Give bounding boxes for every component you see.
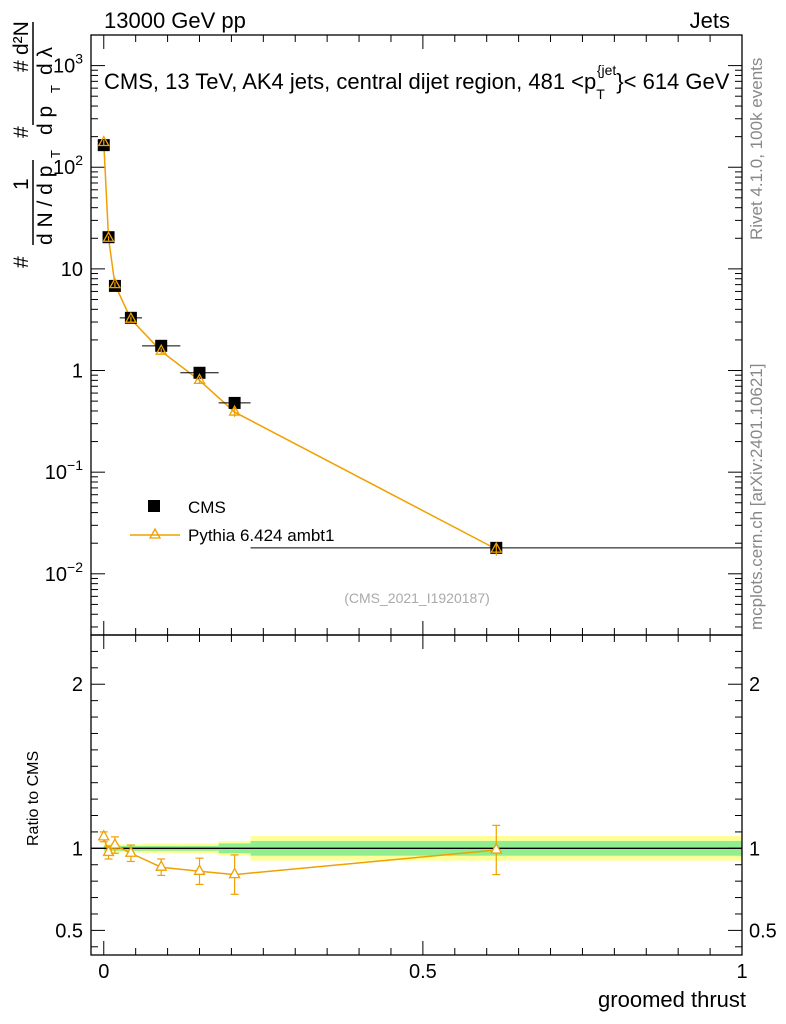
ylabel-dp-dl: d p [34, 106, 57, 135]
pythia-point [97, 135, 110, 147]
ratio-pythia-point [108, 837, 122, 849]
header-right: Jets [690, 8, 730, 33]
main-ytick-base: 10 [45, 462, 67, 484]
legend-pythia-label: Pythia 6.424 ambt1 [188, 526, 334, 545]
plot-title: CMS, 13 TeV, AK4 jets, central dijet reg… [104, 62, 730, 102]
ratio-plot-frame: 0 0.5 10.5 0.51 12 2 [55, 634, 777, 983]
ratio-ytick-label-right-2: 2 [749, 674, 760, 696]
plot-title-main: CMS, 13 TeV, AK4 jets, central dijet reg… [104, 69, 596, 94]
xlabel: groomed thrust [598, 987, 746, 1012]
ratio-pythia-point [155, 859, 168, 871]
ratio-pythia-point [490, 842, 503, 854]
ylabel-dl: d λ [34, 46, 57, 75]
ratio-ytick-label-left-0: 0.5 [55, 920, 83, 942]
ylabel-hash-3: # [10, 60, 33, 72]
ratio-ytick-label-right-1: 1 [749, 838, 760, 860]
main-ytick-label-4: 102 [53, 152, 83, 179]
ratio-pythia-point [124, 845, 137, 857]
mcplots-label: mcplots.cern.ch [arXiv:2401.10621] [747, 364, 766, 630]
plot-title-end: }< 614 GeV [616, 69, 729, 94]
xtick-label-1: 0.5 [409, 961, 437, 983]
legend-cms-marker [148, 500, 160, 512]
header-left: 13000 GeV pp [104, 8, 246, 33]
main-ytick-base: 10 [45, 564, 67, 586]
main-ytick-label-0: 10−2 [45, 559, 83, 586]
pythia-point [193, 373, 206, 385]
ratio-pythia-point [193, 863, 206, 875]
ylabel-dn-dp-T: T [48, 150, 63, 158]
pythia-point [490, 541, 503, 553]
pythia-point [124, 311, 137, 323]
ylabel-hash-2: # [10, 126, 33, 138]
ratio-plot-series [97, 824, 503, 895]
ratio-pythia-point [228, 867, 241, 879]
rivet-label: Rivet 4.1.0, 100k events [747, 58, 766, 240]
main-frame-box [90, 34, 743, 636]
main-ytick-exp: −1 [67, 457, 83, 473]
main-ytick-base: 10 [53, 157, 75, 179]
ratio-ytick-label-right-0: 0.5 [749, 920, 777, 942]
legend: CMS Pythia 6.424 ambt1 [130, 498, 334, 545]
ratio-ylabel: Ratio to CMS [25, 751, 42, 846]
main-plot-series [97, 135, 742, 556]
main-ytick-base: 10 [53, 56, 75, 78]
pythia-point [228, 404, 241, 416]
ratio-pythia-point [97, 829, 110, 841]
pythia-point [102, 230, 115, 242]
main-ytick-label-1: 10−1 [45, 457, 83, 484]
main-ytick-label-3: 10 [61, 259, 83, 281]
ylabel-one: 1 [10, 178, 33, 190]
pythia-point [108, 277, 122, 289]
ylabel-dp-dl-T: T [48, 85, 63, 93]
pythia-point [155, 343, 168, 355]
ylabel-dn-dp: d N / d p [34, 166, 57, 245]
plot-title-sup: {jet [597, 62, 617, 78]
main-ytick-exp: 2 [75, 152, 83, 168]
legend-pythia-marker [148, 527, 162, 539]
cms-point [193, 366, 206, 379]
ylabel-hash-1: # [10, 256, 33, 268]
main-ytick-exp: −2 [67, 559, 83, 575]
legend-cms-label: CMS [188, 498, 226, 517]
main-ytick-label-2: 1 [72, 361, 83, 383]
xtick-label-2: 1 [736, 961, 747, 983]
ratio-frame-box [90, 634, 743, 956]
main-ytick-label-5: 103 [53, 51, 83, 78]
main-ylabel: # 1 d N / d p T # # d²N d p T d λ [10, 21, 63, 268]
analysis-watermark: (CMS_2021_I1920187) [344, 590, 490, 606]
ylabel-d2n: d²N [10, 21, 33, 55]
cms-point [228, 396, 241, 409]
ratio-ytick-label-left-2: 2 [72, 674, 83, 696]
ratio-ytick-label-left-1: 1 [72, 838, 83, 860]
plot-title-sub: T [596, 86, 605, 102]
xtick-label-0: 0 [98, 961, 109, 983]
main-ytick-exp: 3 [75, 51, 83, 67]
